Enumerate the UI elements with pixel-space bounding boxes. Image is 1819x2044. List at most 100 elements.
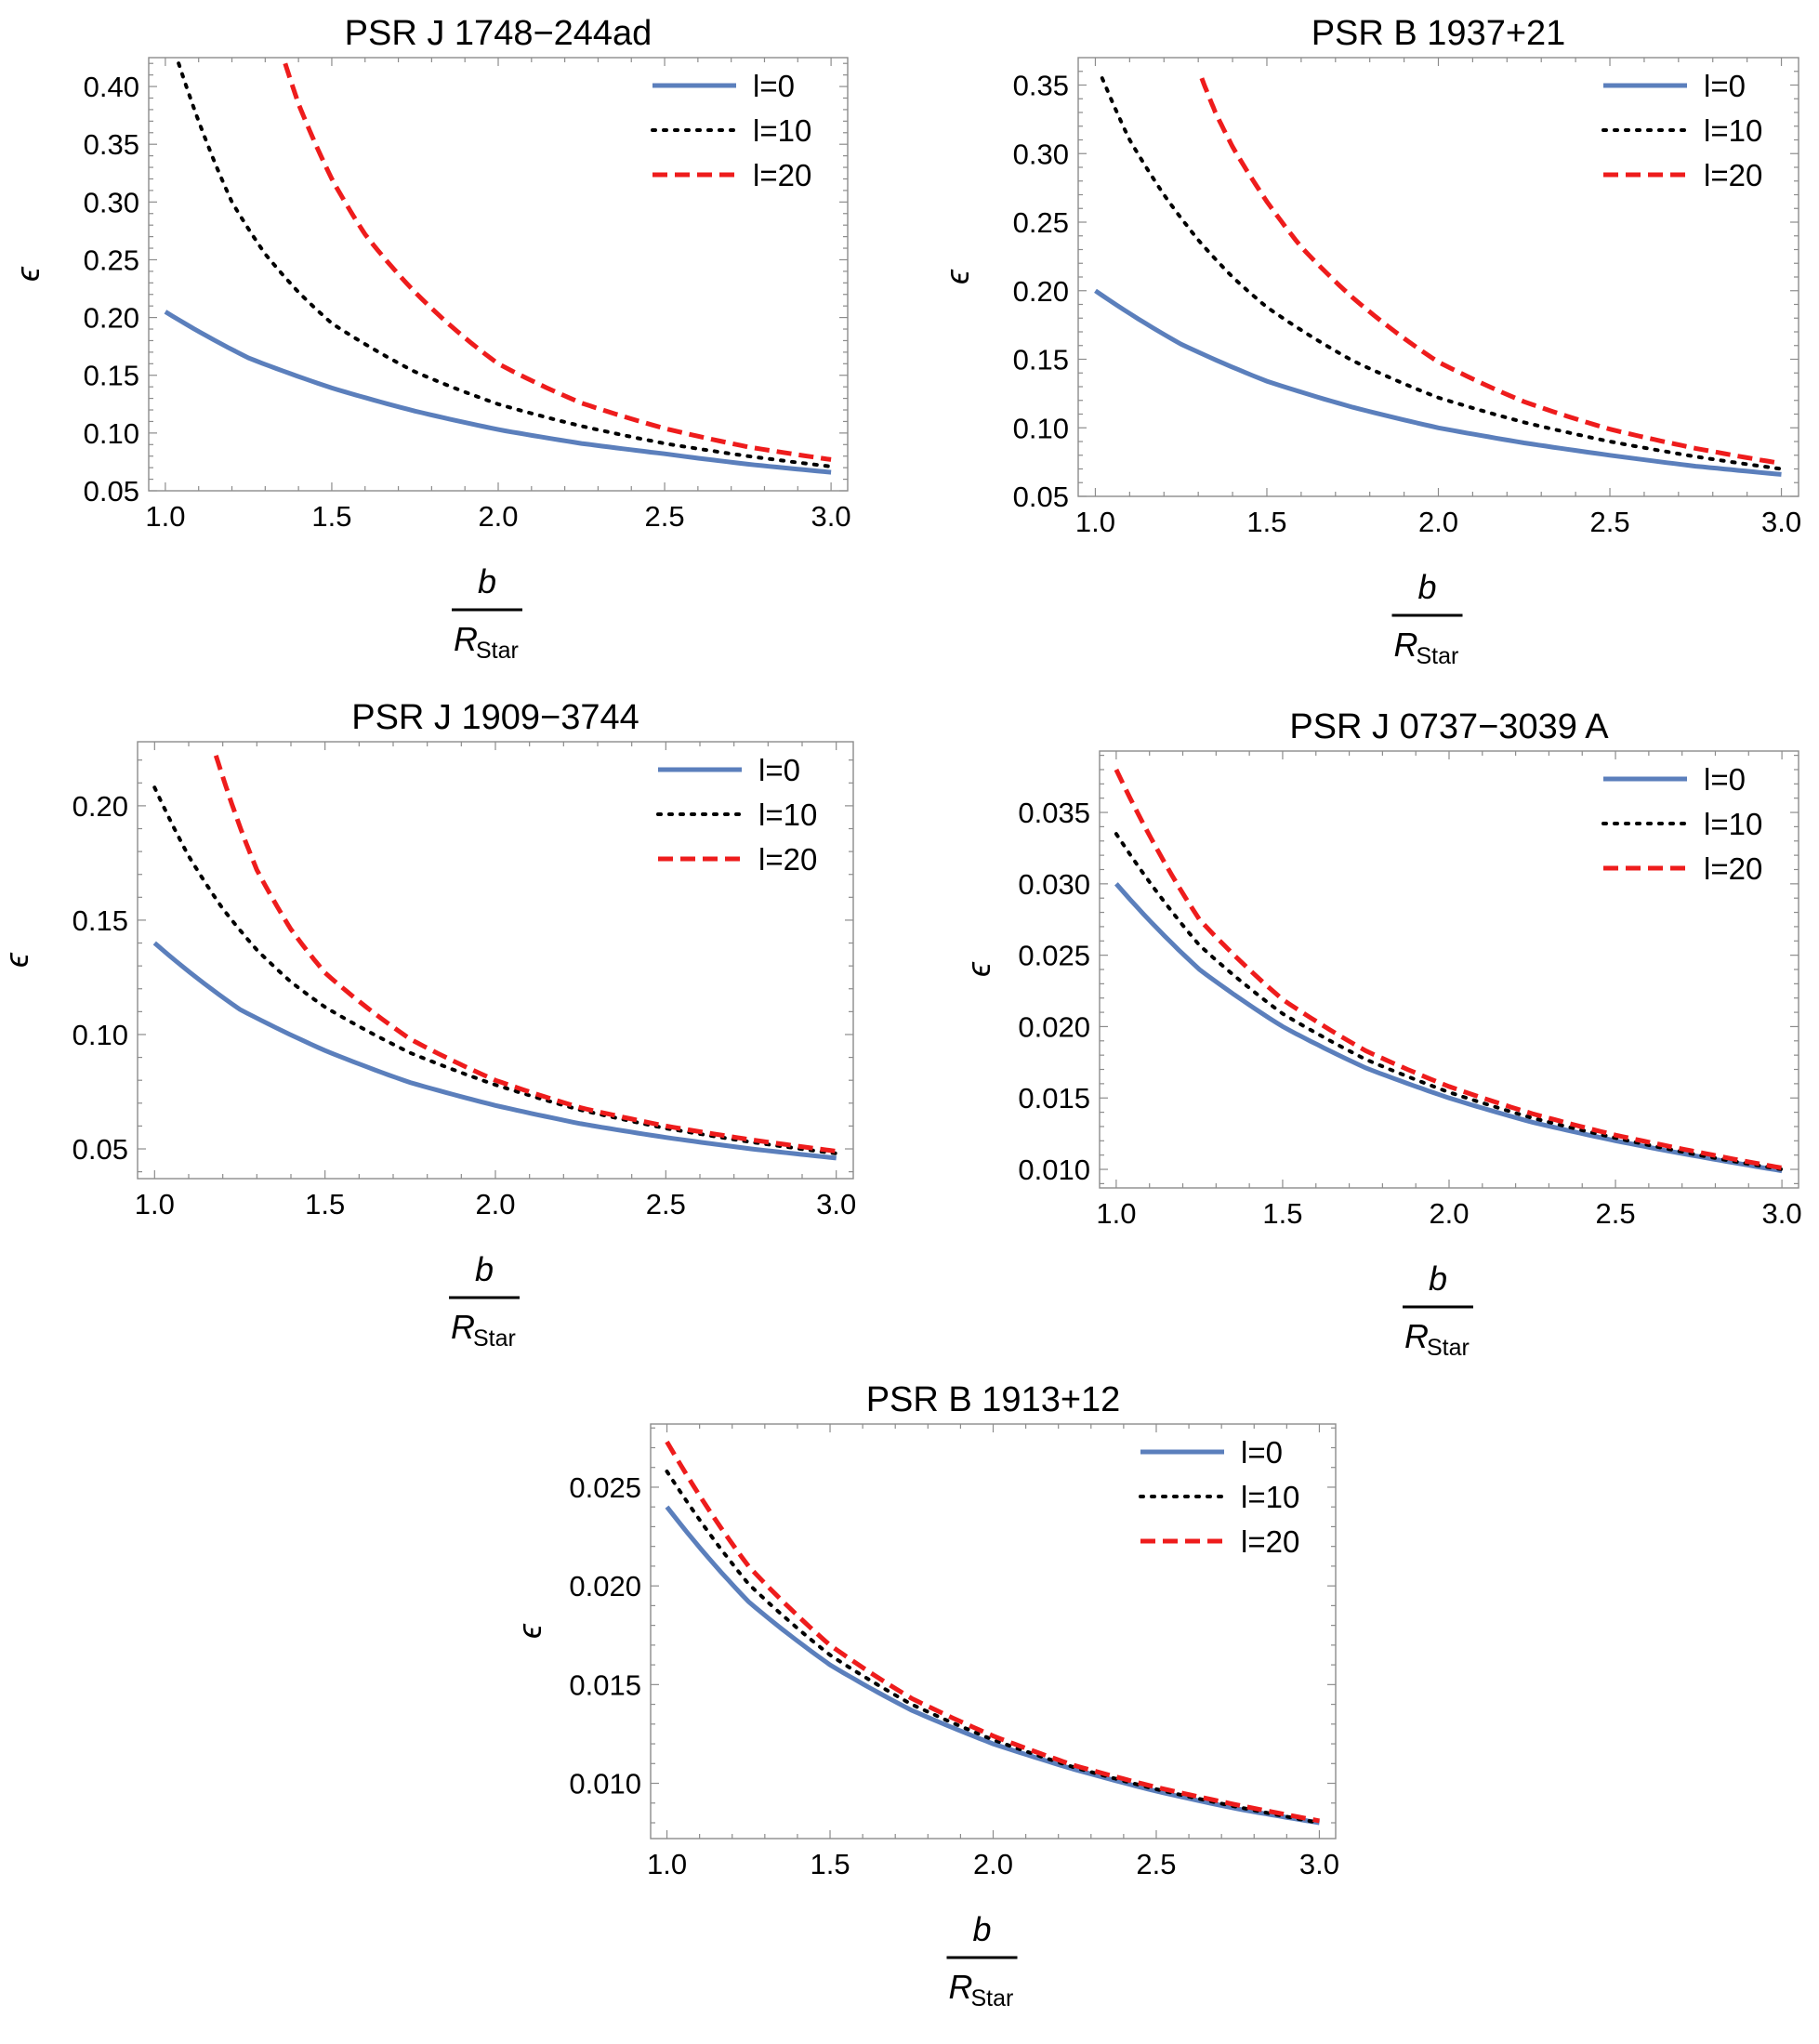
y-tick-label: 0.30 xyxy=(84,186,139,218)
plot-frame xyxy=(148,57,849,492)
series-line-l-20 xyxy=(213,755,837,1154)
legend-label-l-20: l=20 xyxy=(1704,851,1762,886)
y-tick-label: 0.35 xyxy=(84,128,139,161)
chart-title: PSR J 1748−244ad xyxy=(345,14,652,53)
x-axis-label-denominator: R xyxy=(1404,1317,1429,1355)
y-tick-label: 0.10 xyxy=(72,1019,128,1051)
chart-panel-0737: PSR J 0737−3039 A 1.0 1.5 2.0 2.5 3.0 0.010 0.0… xyxy=(959,707,1802,1361)
legend-label-l-10: l=10 xyxy=(1704,807,1762,841)
x-axis-label-numerator: b xyxy=(1429,1259,1447,1298)
x-tick-label: 2.5 xyxy=(644,500,684,533)
x-tick-label: 2.5 xyxy=(1136,1848,1176,1880)
chart-title: PSR J 0737−3039 A xyxy=(1289,707,1609,746)
legend-label-l-20: l=20 xyxy=(753,158,811,192)
x-axis-label-denominator: R xyxy=(451,1308,475,1346)
x-axis-label-denominator: R xyxy=(1394,626,1418,664)
plot-frame xyxy=(650,1423,1337,1840)
x-tick-label: 2.0 xyxy=(1418,506,1458,538)
x-axis-label-numerator: b xyxy=(1417,568,1436,606)
series-line-l-10 xyxy=(177,61,834,468)
y-tick-label: 0.20 xyxy=(72,790,128,823)
x-axis-label-subscript: Star xyxy=(1427,1335,1470,1361)
y-tick-label: 0.20 xyxy=(1013,275,1069,308)
x-tick-label: 3.0 xyxy=(816,1188,856,1220)
y-tick-label: 0.35 xyxy=(1013,70,1069,102)
x-axis-label-numerator: b xyxy=(972,1910,991,1948)
series-line-l-10 xyxy=(1100,76,1784,471)
y-axis-label: ϵ xyxy=(510,1623,548,1639)
y-tick-label: 0.15 xyxy=(84,360,139,392)
series-line-l-0 xyxy=(1114,882,1783,1174)
x-tick-label: 2.5 xyxy=(1589,506,1629,538)
x-tick-label: 3.0 xyxy=(1761,506,1801,538)
y-axis-label: ϵ xyxy=(938,269,976,284)
x-tick-label: 2.0 xyxy=(1429,1197,1469,1230)
series-line-l-20 xyxy=(1114,768,1783,1170)
x-tick-label: 1.5 xyxy=(1262,1197,1302,1230)
y-tick-label: 0.05 xyxy=(84,475,139,508)
x-tick-label: 2.0 xyxy=(973,1848,1013,1880)
y-tick-label: 0.40 xyxy=(84,71,139,103)
x-tick-label: 2.5 xyxy=(1595,1197,1635,1230)
chart-title: PSR J 1909−3744 xyxy=(351,698,639,737)
legend-label-l-20: l=20 xyxy=(1241,1524,1299,1559)
series-line-l-10 xyxy=(665,1470,1322,1825)
chart-title: PSR B 1913+12 xyxy=(866,1380,1121,1419)
x-axis-label-denominator: R xyxy=(454,620,478,658)
legend-label-l-0: l=0 xyxy=(753,69,795,103)
x-tick-label: 1.0 xyxy=(135,1188,175,1220)
x-tick-label: 1.5 xyxy=(305,1188,345,1220)
legend-label-l-0: l=0 xyxy=(1704,762,1746,797)
y-tick-label: 0.15 xyxy=(72,904,128,937)
legend-label-l-0: l=0 xyxy=(1241,1435,1283,1470)
x-tick-label: 2.5 xyxy=(646,1188,686,1220)
series-line-l-20 xyxy=(665,1440,1320,1824)
x-tick-label: 1.0 xyxy=(1075,506,1115,538)
x-axis-label-subscript: Star xyxy=(1417,643,1459,669)
series-line-l-20 xyxy=(1199,77,1782,467)
y-tick-label: 0.05 xyxy=(1013,481,1069,513)
legend-label-l-10: l=10 xyxy=(758,798,817,832)
y-tick-label: 0.15 xyxy=(1013,344,1069,376)
y-tick-label: 0.010 xyxy=(569,1768,641,1800)
chart-title: PSR B 1937+21 xyxy=(1312,14,1566,53)
y-axis-label: ϵ xyxy=(8,266,46,282)
x-tick-label: 1.0 xyxy=(647,1848,687,1880)
plot-frame xyxy=(137,741,854,1180)
y-tick-label: 0.30 xyxy=(1013,138,1069,170)
y-tick-label: 0.015 xyxy=(1018,1082,1090,1114)
x-tick-label: 3.0 xyxy=(811,500,851,533)
x-tick-label: 2.0 xyxy=(475,1188,515,1220)
y-axis-label: ϵ xyxy=(959,961,997,977)
y-tick-label: 0.010 xyxy=(1018,1154,1090,1186)
plot-frame xyxy=(1077,57,1799,497)
x-tick-label: 1.5 xyxy=(810,1848,850,1880)
y-tick-label: 0.030 xyxy=(1018,868,1090,901)
x-tick-label: 1.5 xyxy=(1246,506,1286,538)
chart-panel-1909: PSR J 1909−3744 1.0 1.5 2.0 2.5 3.0 0.05 0.10 0.… xyxy=(0,698,856,1352)
y-tick-label: 0.20 xyxy=(84,302,139,335)
series-line-l-20 xyxy=(283,62,832,462)
y-tick-label: 0.025 xyxy=(1018,940,1090,972)
x-axis-label-subscript: Star xyxy=(473,1325,516,1352)
y-tick-label: 0.035 xyxy=(1018,797,1090,829)
x-tick-label: 1.5 xyxy=(311,500,351,533)
plot-frame xyxy=(1099,750,1799,1189)
legend-label-l-10: l=10 xyxy=(1241,1480,1299,1514)
y-tick-label: 0.05 xyxy=(72,1133,128,1166)
legend-label-l-20: l=20 xyxy=(758,842,817,877)
y-tick-label: 0.015 xyxy=(569,1668,641,1701)
y-tick-label: 0.025 xyxy=(569,1471,641,1504)
legend-label-l-10: l=10 xyxy=(1704,113,1762,148)
x-tick-label: 2.0 xyxy=(478,500,518,533)
chart-panel-1748: PSR J 1748−244ad 1.0 1.5 2.0 2.5 3.0 0.05 0.10 0… xyxy=(8,14,851,664)
series-line-l-0 xyxy=(1094,288,1782,477)
legend-label-l-20: l=20 xyxy=(1704,158,1762,192)
x-axis-label-subscript: Star xyxy=(476,638,519,664)
series-line-l-0 xyxy=(665,1505,1320,1826)
x-tick-label: 1.0 xyxy=(145,500,185,533)
chart-panel-1937: PSR B 1937+21 1.0 1.5 2.0 2.5 3.0 0.05 0.10 0.15… xyxy=(938,14,1801,669)
y-tick-label: 0.10 xyxy=(84,417,139,450)
legend-label-l-10: l=10 xyxy=(753,113,811,148)
series-line-l-0 xyxy=(152,941,837,1161)
